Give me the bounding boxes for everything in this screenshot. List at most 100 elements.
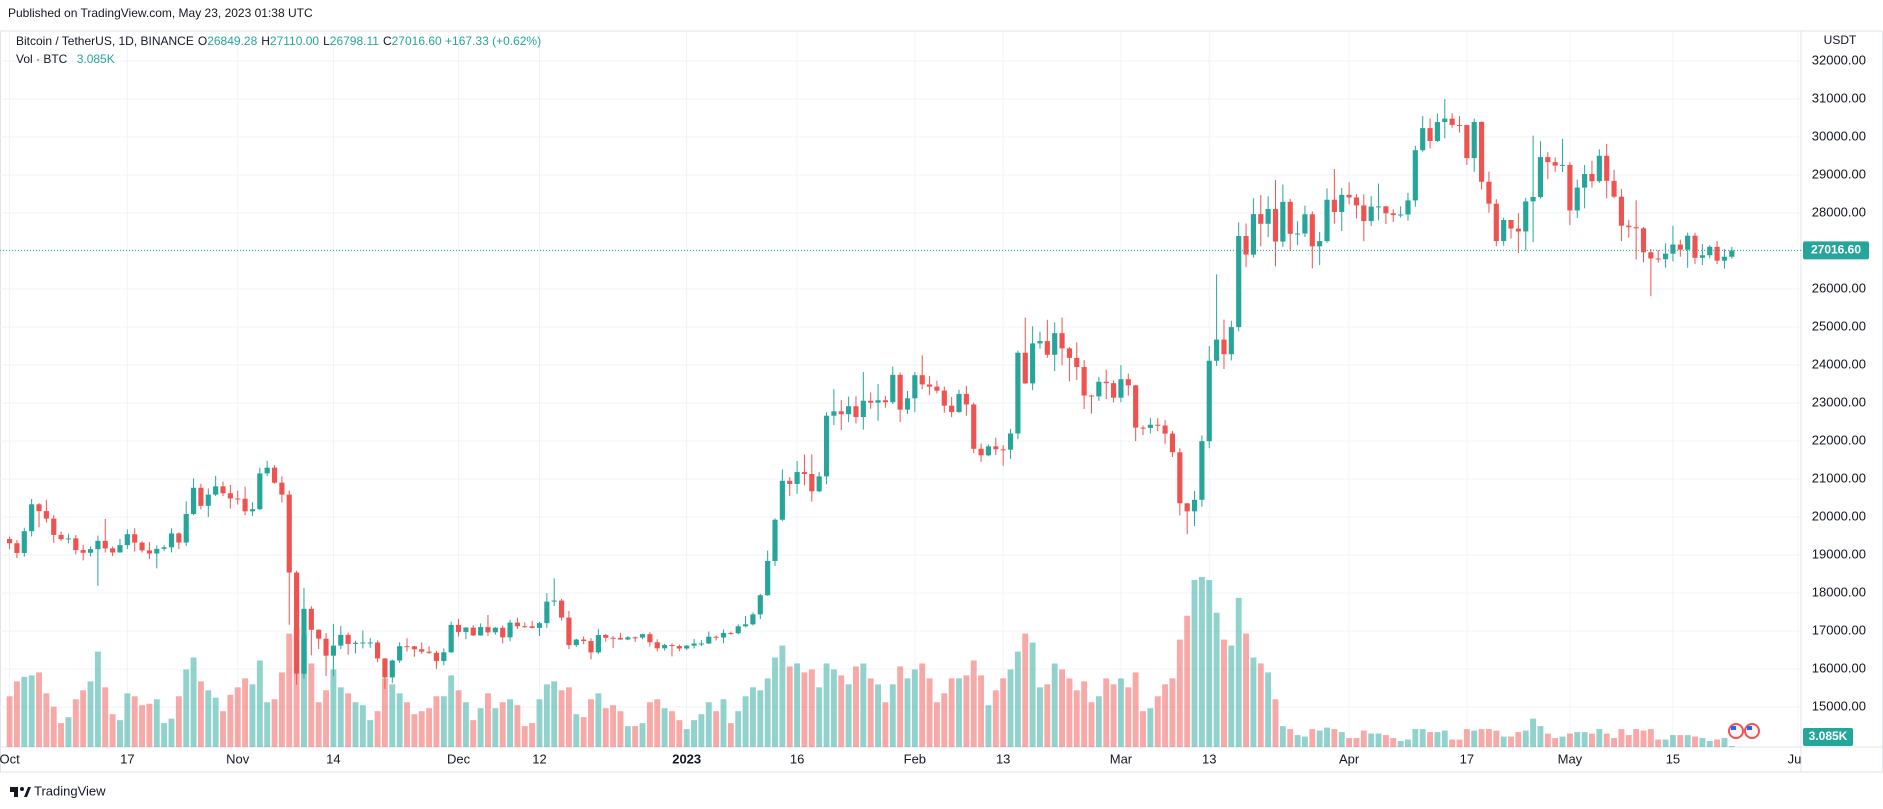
x-tick-label: May — [1558, 751, 1583, 766]
axes: 15000.00 16000.00 17000.00 18000.00 19000.00… — [1803, 52, 1869, 746]
volume-bar — [1625, 735, 1632, 747]
volume-bar — [1508, 736, 1514, 747]
volume-bar — [757, 690, 764, 747]
volume-bar — [1552, 738, 1559, 747]
volume-bar — [50, 706, 57, 747]
candle-body — [124, 534, 130, 546]
volume-bar — [1346, 738, 1353, 747]
candle-body — [639, 634, 646, 638]
volume-bar — [617, 711, 624, 747]
ohlc-value: 26798.11 — [329, 34, 379, 48]
candle-body — [1685, 235, 1691, 250]
volume-bar — [1662, 739, 1669, 747]
candle-body — [801, 472, 808, 475]
x-tick-label: Dec — [447, 751, 471, 766]
y-tick-label: 21000.00 — [1812, 471, 1866, 486]
volume-bar — [323, 690, 329, 747]
candle-body — [765, 560, 771, 596]
volume-bar — [264, 702, 271, 747]
y-tick-label: 16000.00 — [1812, 661, 1866, 676]
volume-bar — [6, 696, 13, 747]
volume-bar — [337, 687, 344, 747]
volume-bar — [1434, 732, 1441, 747]
y-tick-label: 29000.00 — [1812, 166, 1866, 181]
candle-body — [500, 627, 506, 638]
volume-bar — [904, 678, 911, 747]
volume-bar — [1037, 687, 1043, 747]
candle-body — [853, 406, 859, 418]
volume-bar — [301, 636, 307, 747]
volume-bar — [278, 672, 285, 747]
volume-bar — [462, 702, 469, 747]
volume-bar — [1419, 729, 1426, 747]
published-note: Published on TradingView.com, May 23, 20… — [8, 6, 313, 20]
volume-bar — [1368, 733, 1375, 747]
volume-bar — [1169, 678, 1176, 747]
volume-bar — [565, 687, 572, 747]
candle-body — [860, 400, 866, 418]
volume-bar — [941, 693, 948, 747]
volume-bar — [146, 703, 153, 747]
volume-bar — [1338, 732, 1345, 747]
volume-bar — [433, 696, 440, 747]
candle-body — [1169, 433, 1176, 453]
volume-bar — [1618, 729, 1625, 747]
candle-body — [139, 542, 145, 551]
candle-body — [95, 540, 101, 550]
candle-body — [728, 632, 734, 634]
volume-bar — [1589, 733, 1595, 747]
ohlc-key: L — [323, 34, 330, 48]
candle-body — [1361, 205, 1367, 222]
candle-body — [257, 473, 263, 510]
candle-body — [294, 572, 300, 674]
candle-body — [301, 608, 307, 674]
volume-bar — [742, 696, 749, 747]
candle-body — [551, 600, 557, 602]
candle-body — [1015, 352, 1021, 434]
volume-bar — [786, 666, 793, 747]
candle-body — [750, 614, 756, 625]
candle-body — [190, 487, 197, 515]
candle-body — [654, 642, 660, 649]
volume-bar — [867, 678, 874, 747]
candle-body — [1567, 164, 1573, 211]
volume-bar — [1243, 633, 1249, 747]
candle-body — [875, 400, 881, 403]
x-tick-label: 14 — [326, 751, 340, 766]
volume-bar — [190, 657, 197, 747]
volume-bar — [580, 717, 587, 747]
volume-bar — [80, 690, 87, 747]
volume-bar — [764, 678, 771, 747]
volume-bar — [1581, 732, 1588, 747]
candle-body — [1464, 125, 1470, 159]
volume-bar — [1007, 669, 1014, 747]
grid — [0, 31, 1801, 747]
candle-body — [1199, 441, 1205, 500]
candle-body — [1007, 433, 1014, 450]
candle-body — [1250, 214, 1256, 255]
volume-bar — [205, 690, 212, 747]
volume-bar — [1235, 597, 1242, 747]
candle-body — [831, 411, 837, 416]
candle-body — [823, 415, 830, 477]
volume-bar — [396, 693, 403, 747]
volume-bar — [911, 669, 918, 747]
candle-body — [1177, 452, 1183, 504]
volume-bar — [1493, 730, 1500, 747]
ohlc-key: H — [261, 34, 270, 48]
candle-body — [846, 406, 852, 415]
candle-body — [6, 539, 13, 544]
volume-bar — [124, 693, 131, 747]
volume-bar — [948, 678, 955, 747]
volume-bar — [985, 705, 992, 747]
candle-body — [374, 642, 381, 659]
ohlc-legend: O26849.28 H27110.00 L26798.11 C27016.60 — [194, 34, 442, 48]
candle-body — [478, 627, 484, 636]
candle-body — [993, 446, 999, 450]
ohlc-key: O — [197, 34, 208, 48]
volume-bar — [359, 705, 366, 747]
y-tick-label: 31000.00 — [1812, 90, 1866, 105]
volume-bar — [1316, 730, 1323, 747]
volume-bar — [610, 705, 617, 747]
candles — [0, 99, 1801, 690]
